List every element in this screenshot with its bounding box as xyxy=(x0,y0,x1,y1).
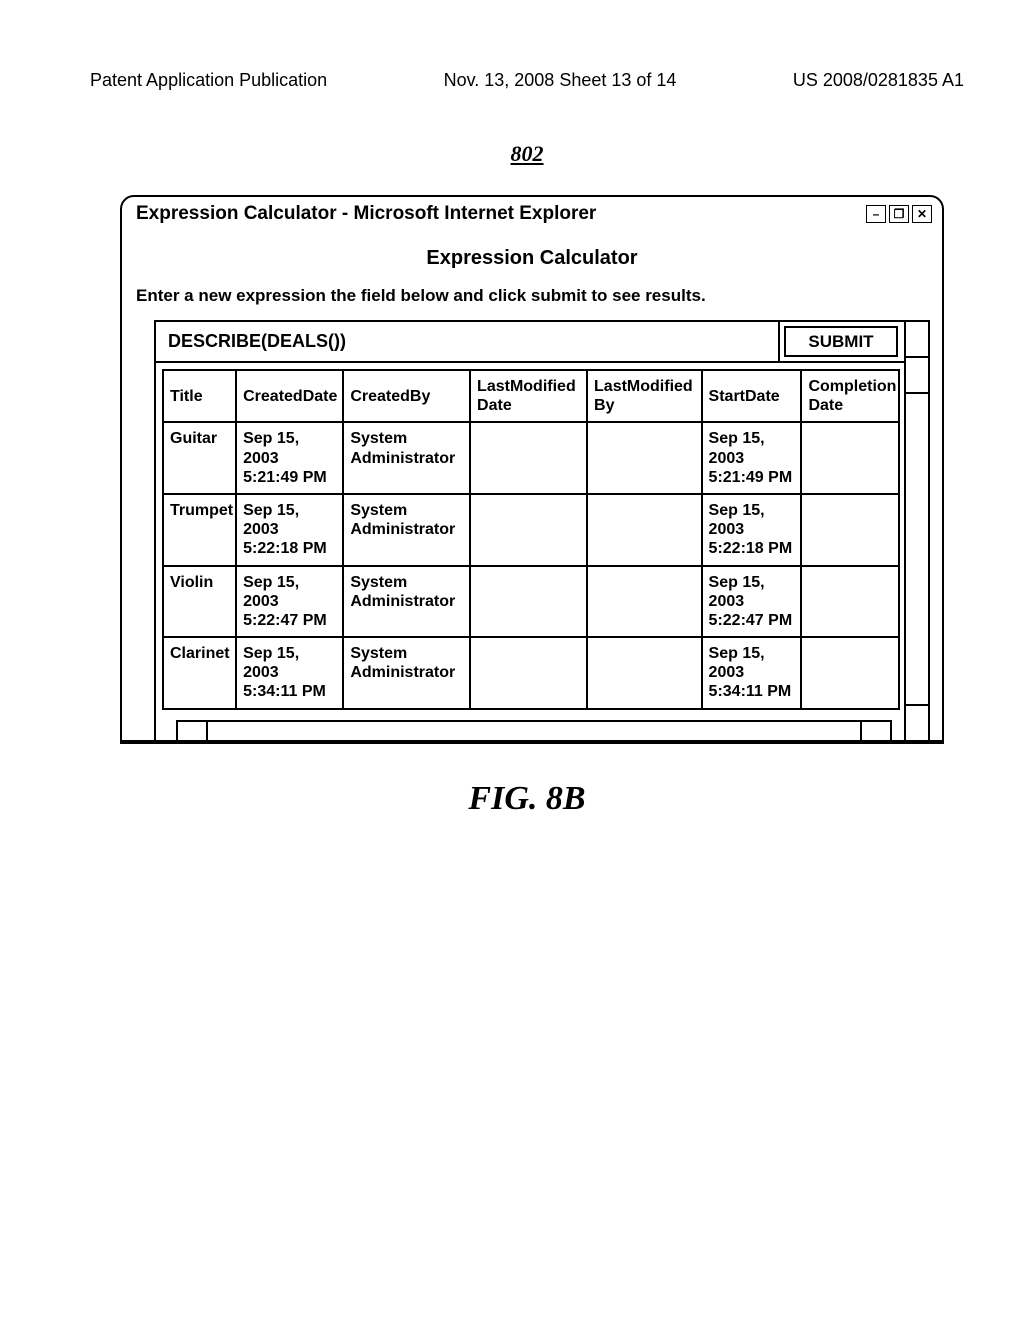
header-date-sheet: Nov. 13, 2008 Sheet 13 of 14 xyxy=(444,70,677,91)
cell-createddate: Sep 15, 2003 5:34:11 PM xyxy=(236,637,343,709)
col-header-createdby: CreatedBy xyxy=(343,370,470,422)
window-bottom-border xyxy=(120,742,944,744)
cell-lastmodifieddate xyxy=(470,422,587,494)
cell-lastmodifieddate xyxy=(470,494,587,566)
window-title: Expression Calculator - Microsoft Intern… xyxy=(136,203,596,225)
col-header-completiondate: Completion Date xyxy=(801,370,899,422)
table-header-row: Title CreatedDate CreatedBy LastModified… xyxy=(163,370,899,422)
cell-title: Clarinet xyxy=(163,637,236,709)
close-icon: ✕ xyxy=(917,208,927,220)
scroll-down-button[interactable] xyxy=(906,704,928,740)
table-row: Clarinet Sep 15, 2003 5:34:11 PM System … xyxy=(163,637,899,709)
cell-createdby: System Administrator xyxy=(343,422,470,494)
scroll-v-track[interactable] xyxy=(906,394,928,704)
minimize-icon: – xyxy=(873,208,880,220)
col-header-lastmodifieddate: LastModified Date xyxy=(470,370,587,422)
cell-lastmodifiedby xyxy=(587,637,702,709)
expression-input[interactable]: DESCRIBE(DEALS()) xyxy=(156,322,780,361)
scroll-left-button[interactable] xyxy=(178,722,208,740)
maximize-button[interactable]: ❐ xyxy=(889,205,909,223)
scroll-right-button[interactable] xyxy=(860,722,890,740)
horizontal-scrollbar[interactable] xyxy=(176,720,892,740)
instruction-text: Enter a new expression the field below a… xyxy=(136,286,928,306)
table-row: Trumpet Sep 15, 2003 5:22:18 PM System A… xyxy=(163,494,899,566)
cell-createddate: Sep 15, 2003 5:22:18 PM xyxy=(236,494,343,566)
cell-lastmodifieddate xyxy=(470,637,587,709)
header-publication-number: US 2008/0281835 A1 xyxy=(793,70,964,91)
table-row: Guitar Sep 15, 2003 5:21:49 PM System Ad… xyxy=(163,422,899,494)
cell-createdby: System Administrator xyxy=(343,494,470,566)
window-titlebar: Expression Calculator - Microsoft Intern… xyxy=(122,197,942,233)
patent-page: Patent Application Publication Nov. 13, … xyxy=(0,0,1024,838)
window-controls: – ❐ ✕ xyxy=(866,205,932,223)
cell-startdate: Sep 15, 2003 5:34:11 PM xyxy=(702,637,802,709)
browser-window: Expression Calculator - Microsoft Intern… xyxy=(120,195,944,742)
cell-createddate: Sep 15, 2003 5:22:47 PM xyxy=(236,566,343,638)
page-title: Expression Calculator xyxy=(136,247,928,270)
cell-lastmodifiedby xyxy=(587,422,702,494)
minimize-button[interactable]: – xyxy=(866,205,886,223)
cell-createddate: Sep 15, 2003 5:21:49 PM xyxy=(236,422,343,494)
cell-title: Guitar xyxy=(163,422,236,494)
submit-button[interactable]: SUBMIT xyxy=(784,326,898,357)
header-publication: Patent Application Publication xyxy=(90,70,327,91)
cell-lastmodifieddate xyxy=(470,566,587,638)
cell-completiondate xyxy=(801,494,899,566)
content-frame: DESCRIBE(DEALS()) SUBMIT Title CreatedDa… xyxy=(154,320,930,740)
close-button[interactable]: ✕ xyxy=(912,205,932,223)
window-body: Expression Calculator Enter a new expres… xyxy=(122,233,942,740)
cell-startdate: Sep 15, 2003 5:22:18 PM xyxy=(702,494,802,566)
cell-createdby: System Administrator xyxy=(343,637,470,709)
figure-caption: FIG. 8B xyxy=(90,780,964,818)
maximize-icon: ❐ xyxy=(894,208,905,220)
cell-title: Trumpet xyxy=(163,494,236,566)
col-header-createddate: CreatedDate xyxy=(236,370,343,422)
col-header-title: Title xyxy=(163,370,236,422)
cell-lastmodifiedby xyxy=(587,566,702,638)
col-header-lastmodifiedby: LastModified By xyxy=(587,370,702,422)
table-row: Violin Sep 15, 2003 5:22:47 PM System Ad… xyxy=(163,566,899,638)
cell-title: Violin xyxy=(163,566,236,638)
scroll-v-thumb-top[interactable] xyxy=(906,358,928,394)
content-main: DESCRIBE(DEALS()) SUBMIT Title CreatedDa… xyxy=(156,322,904,740)
scroll-h-track[interactable] xyxy=(208,722,860,740)
cell-completiondate xyxy=(801,422,899,494)
cell-completiondate xyxy=(801,637,899,709)
scroll-up-button[interactable] xyxy=(906,322,928,358)
results-table: Title CreatedDate CreatedBy LastModified… xyxy=(162,369,900,710)
cell-createdby: System Administrator xyxy=(343,566,470,638)
figure-reference-number: 802 xyxy=(90,141,964,167)
cell-lastmodifiedby xyxy=(587,494,702,566)
cell-startdate: Sep 15, 2003 5:22:47 PM xyxy=(702,566,802,638)
cell-completiondate xyxy=(801,566,899,638)
expression-row: DESCRIBE(DEALS()) SUBMIT xyxy=(156,322,904,363)
vertical-scrollbar[interactable] xyxy=(904,322,928,740)
cell-startdate: Sep 15, 2003 5:21:49 PM xyxy=(702,422,802,494)
col-header-startdate: StartDate xyxy=(702,370,802,422)
page-header: Patent Application Publication Nov. 13, … xyxy=(90,70,964,91)
